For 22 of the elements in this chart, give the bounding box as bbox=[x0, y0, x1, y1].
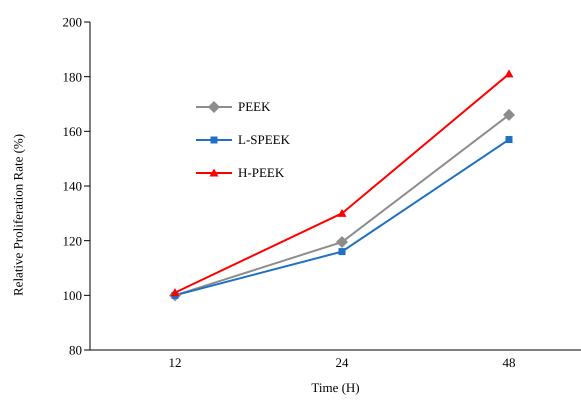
y-tick-label: 160 bbox=[62, 124, 82, 139]
x-axis-title: Time (H) bbox=[311, 380, 360, 395]
point bbox=[338, 208, 346, 217]
point bbox=[506, 136, 512, 144]
point bbox=[170, 288, 180, 296]
point bbox=[336, 236, 348, 248]
y-axis-title: Relative Proliferation Rate (%) bbox=[10, 134, 26, 296]
legend-label: PEEK bbox=[238, 98, 270, 114]
y-tick-label: 100 bbox=[62, 288, 82, 303]
y-tick-label: 80 bbox=[69, 342, 82, 358]
x-tick-label: 48 bbox=[502, 355, 516, 370]
y-tick-label: 180 bbox=[62, 69, 82, 84]
point bbox=[503, 108, 515, 121]
y-tick-label: 140 bbox=[62, 178, 82, 194]
x-tick-label: 24 bbox=[336, 355, 349, 370]
legend-label: H-PEEK bbox=[238, 164, 284, 180]
legend-label: L-SPEEK bbox=[238, 132, 290, 148]
y-tick-label: 200 bbox=[62, 14, 82, 30]
point bbox=[504, 69, 514, 78]
y-tick-label: 120 bbox=[62, 233, 82, 248]
x-tick-label: 12 bbox=[168, 355, 182, 370]
point bbox=[338, 248, 346, 256]
